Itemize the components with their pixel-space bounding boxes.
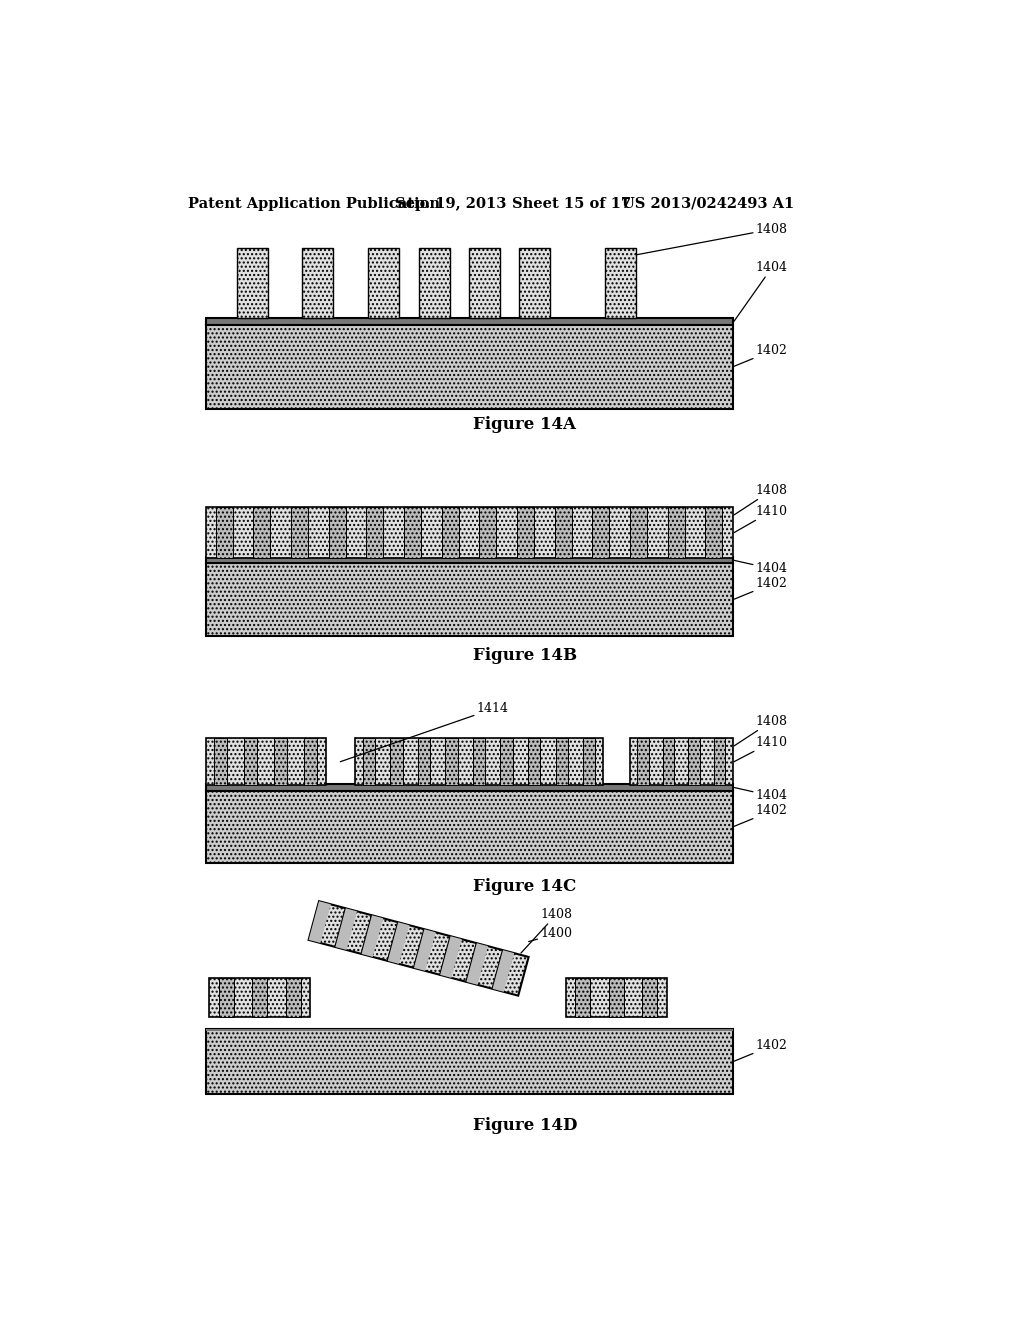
Bar <box>244 738 257 785</box>
Text: 1408: 1408 <box>734 714 787 746</box>
Bar <box>206 738 326 785</box>
Bar <box>390 738 402 785</box>
Bar <box>206 1028 732 1094</box>
Polygon shape <box>414 929 435 972</box>
Bar <box>441 507 459 558</box>
Text: 1402: 1402 <box>734 804 787 826</box>
Bar <box>214 738 227 785</box>
Bar <box>218 978 233 1016</box>
Text: Figure 14C: Figure 14C <box>473 878 577 895</box>
Bar <box>404 507 421 558</box>
Bar <box>206 1028 732 1031</box>
Polygon shape <box>335 908 357 950</box>
Polygon shape <box>492 950 514 991</box>
Bar <box>445 738 458 785</box>
Bar <box>329 507 346 558</box>
Polygon shape <box>308 902 528 995</box>
Text: 1408: 1408 <box>637 223 787 255</box>
Text: 1402: 1402 <box>734 345 787 367</box>
Bar <box>304 738 317 785</box>
Text: 1408: 1408 <box>521 908 572 953</box>
Bar <box>369 248 399 318</box>
Bar <box>302 248 334 318</box>
Bar <box>519 248 550 318</box>
Polygon shape <box>361 915 383 957</box>
Bar <box>206 562 732 636</box>
Text: US 2013/0242493 A1: US 2013/0242493 A1 <box>623 197 795 211</box>
Text: 1402: 1402 <box>734 577 787 599</box>
Text: Sheet 15 of 17: Sheet 15 of 17 <box>512 197 631 211</box>
Text: 1404: 1404 <box>734 261 787 321</box>
Bar <box>206 557 732 564</box>
Bar <box>555 507 571 558</box>
Bar <box>668 507 684 558</box>
Bar <box>418 738 430 785</box>
Bar <box>583 738 596 785</box>
Bar <box>273 738 288 785</box>
Bar <box>630 507 647 558</box>
Bar <box>252 978 267 1016</box>
Bar <box>209 978 310 1016</box>
Text: 1414: 1414 <box>340 702 509 762</box>
Bar <box>566 978 667 1016</box>
Bar <box>206 318 732 325</box>
Bar <box>592 507 609 558</box>
Bar <box>501 738 513 785</box>
Bar <box>286 978 301 1016</box>
Bar <box>355 738 603 785</box>
Bar <box>206 789 732 863</box>
Polygon shape <box>439 936 462 978</box>
Polygon shape <box>308 902 331 942</box>
Bar <box>517 507 534 558</box>
Text: Figure 14B: Figure 14B <box>473 647 577 664</box>
Bar <box>663 738 675 785</box>
Text: 1410: 1410 <box>734 504 787 533</box>
Bar <box>556 738 568 785</box>
Bar <box>575 978 590 1016</box>
Bar <box>206 323 732 409</box>
Text: 1404: 1404 <box>734 788 787 803</box>
Bar <box>604 248 636 318</box>
Text: Patent Application Publication: Patent Application Publication <box>188 197 440 211</box>
Bar <box>630 738 732 785</box>
Bar <box>714 738 725 785</box>
Text: Sep. 19, 2013: Sep. 19, 2013 <box>395 197 507 211</box>
Text: 1404: 1404 <box>734 561 787 576</box>
Bar <box>469 248 500 318</box>
Text: Figure 14A: Figure 14A <box>473 416 577 433</box>
Bar <box>473 738 485 785</box>
Bar <box>608 978 624 1016</box>
Bar <box>216 507 232 558</box>
Bar <box>528 738 541 785</box>
Text: Figure 14D: Figure 14D <box>472 1117 578 1134</box>
Polygon shape <box>466 942 488 985</box>
Bar <box>206 784 732 791</box>
Text: 1402: 1402 <box>734 1039 787 1061</box>
Polygon shape <box>387 923 410 964</box>
Bar <box>706 507 722 558</box>
Bar <box>254 507 270 558</box>
Bar <box>291 507 308 558</box>
Bar <box>637 738 649 785</box>
Text: 1410: 1410 <box>734 735 787 762</box>
Text: 1400: 1400 <box>528 928 572 941</box>
Bar <box>362 738 375 785</box>
Bar <box>642 978 657 1016</box>
Bar <box>237 248 267 318</box>
Bar <box>688 738 699 785</box>
Bar <box>479 507 497 558</box>
Text: 1408: 1408 <box>734 483 787 515</box>
Bar <box>206 507 732 558</box>
Bar <box>419 248 450 318</box>
Bar <box>367 507 383 558</box>
